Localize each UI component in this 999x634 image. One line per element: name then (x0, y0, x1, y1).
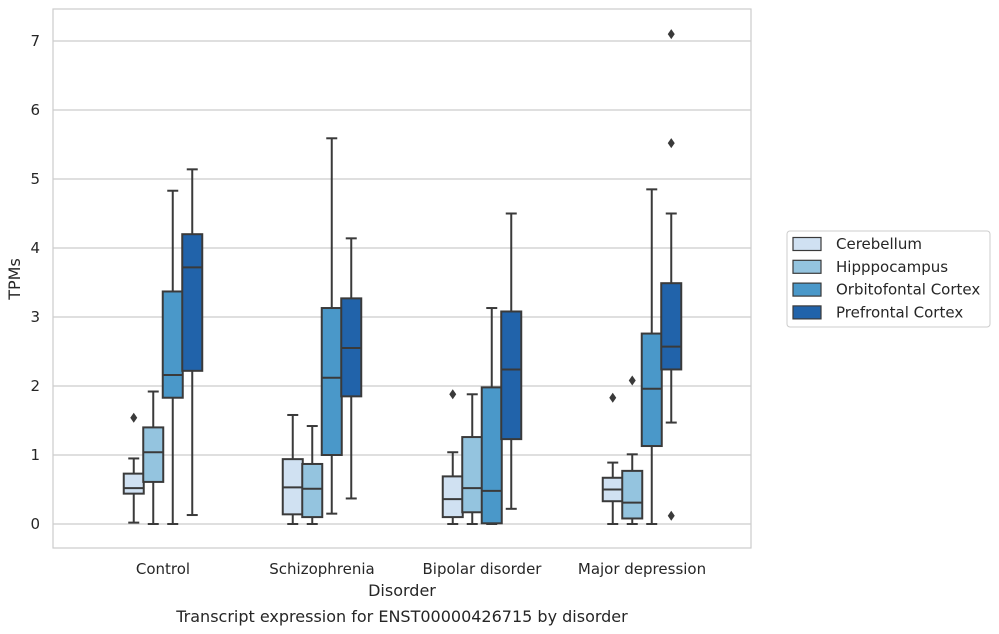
outlier-point (667, 138, 675, 149)
box-iqr (660, 282, 683, 371)
box-layer (122, 29, 683, 525)
box (461, 393, 484, 525)
box-iqr (181, 233, 204, 372)
legend-entry: Prefrontal Cortex (836, 303, 963, 321)
y-tick-label: 5 (30, 170, 40, 188)
box-iqr (122, 472, 145, 495)
x-tick-labels: Control Schizophrenia Bipolar disorder Majo… (136, 560, 706, 578)
box (660, 29, 683, 521)
box (601, 392, 624, 525)
box-iqr (320, 307, 343, 456)
box-iqr (500, 310, 523, 441)
box (640, 188, 663, 525)
y-tick-label: 2 (30, 377, 40, 395)
outlier-point (449, 389, 457, 400)
legend-swatch (792, 236, 822, 252)
y-tick-label: 3 (30, 308, 40, 326)
box-iqr (161, 290, 184, 399)
box (500, 212, 523, 510)
y-tick-label: 0 (30, 515, 40, 533)
x-tick-label: Schizophrenia (269, 560, 374, 578)
box-iqr (301, 462, 324, 519)
outlier-point (628, 375, 636, 386)
legend-swatch (792, 305, 822, 320)
legend-frame (786, 230, 991, 328)
plot-frame (52, 8, 752, 549)
box-iqr (480, 386, 503, 525)
y-axis-label: TPMs (5, 258, 24, 301)
box-iqr (621, 469, 644, 520)
box (161, 189, 184, 525)
box (181, 168, 204, 517)
box-iqr (640, 332, 663, 448)
box (122, 412, 145, 524)
legend-swatch (792, 282, 822, 297)
y-tick-label: 1 (30, 446, 40, 464)
y-tick-label: 4 (30, 239, 40, 257)
outlier-point (667, 29, 675, 40)
x-tick-label: Major depression (578, 560, 706, 578)
x-axis-label: Disorder (368, 581, 436, 600)
box (621, 375, 644, 525)
y-tick-labels: 0 1 2 3 4 5 6 7 (30, 32, 40, 533)
legend: Cerebellum Hipppocampus Orbitofontal Corte… (786, 230, 991, 328)
box (301, 425, 324, 525)
box-iqr (461, 436, 484, 514)
outlier-point (609, 392, 617, 403)
y-tick-label: 7 (30, 32, 40, 50)
legend-swatch (792, 259, 822, 274)
x-tick-label: Control (136, 560, 190, 578)
legend-entry: Hipppocampus (836, 258, 948, 276)
outlier-point (667, 510, 675, 521)
box (281, 413, 304, 525)
x-tick-label: Bipolar disorder (423, 560, 543, 578)
y-tick-label: 6 (30, 101, 40, 119)
box (340, 237, 363, 500)
box (480, 307, 503, 525)
outlier-point (130, 412, 138, 423)
chart-caption: Transcript expression for ENST0000042671… (175, 607, 628, 626)
box (441, 389, 464, 525)
box-iqr (441, 475, 464, 519)
box (320, 137, 343, 515)
legend-entry: Orbitofontal Cortex (836, 281, 980, 299)
legend-entry: Cerebellum (836, 235, 922, 253)
box-iqr (142, 426, 165, 483)
box (142, 390, 165, 525)
